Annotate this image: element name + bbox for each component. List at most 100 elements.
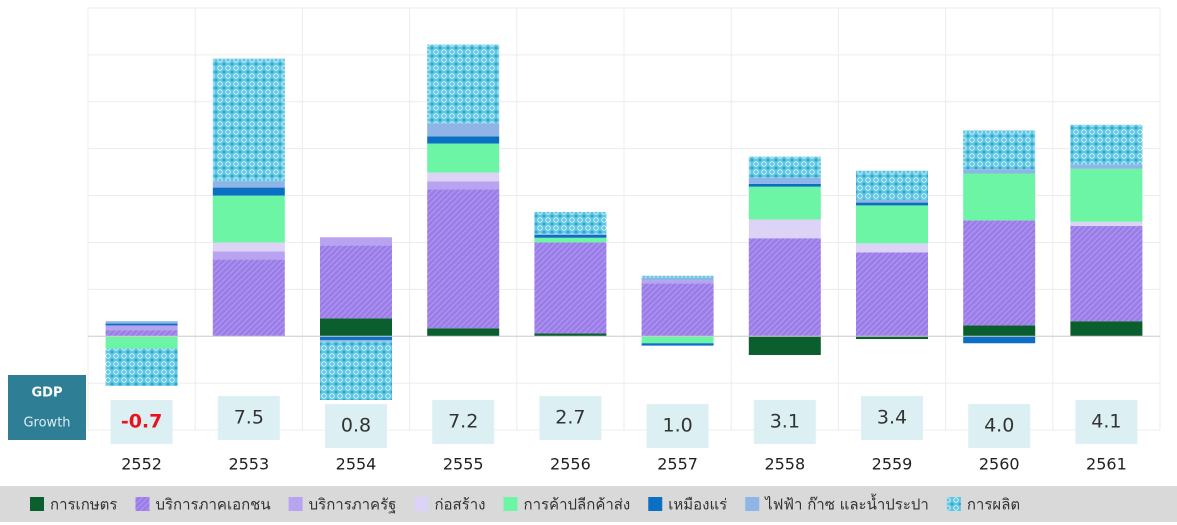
bar-segment [748, 219, 821, 239]
x-tick-label: 2555 [443, 455, 484, 474]
bar-segment [748, 156, 821, 178]
bar-segment [963, 130, 1036, 170]
bar-segment [748, 177, 821, 184]
bar-segment [641, 283, 714, 337]
legend-swatch [30, 497, 44, 511]
legend-label: บริการภาครัฐ [309, 496, 397, 514]
bar-segment [212, 242, 285, 252]
bar-segment [320, 245, 392, 319]
gdp-label-box [968, 404, 1031, 448]
bar-segment [748, 186, 821, 220]
bar-segment [856, 336, 928, 340]
bar-segment [105, 348, 178, 386]
bar-segment [534, 234, 607, 238]
bar-segment [212, 195, 285, 243]
bar-segment [320, 318, 392, 337]
gdp-label-box [753, 400, 816, 444]
bar-segment [105, 330, 178, 337]
bar-segment [427, 44, 500, 124]
legend-swatch [135, 497, 150, 511]
bar-segment [963, 169, 1036, 174]
bar-segment [963, 325, 1036, 337]
legend-label: การค้าปลีกค้าส่ง [524, 496, 631, 514]
gdp-label: 3.1 [770, 411, 800, 433]
bar-segment [212, 187, 285, 196]
legend-swatch [288, 497, 303, 511]
bar-segment [427, 172, 500, 182]
bar-segment [856, 252, 928, 337]
gdp-label: 7.5 [234, 407, 264, 429]
gdp-label: -0.7 [121, 411, 163, 433]
gdp-label: 1.0 [662, 415, 692, 437]
bar-segment [641, 343, 714, 346]
gdp-label: 2.7 [555, 407, 585, 429]
gdp-label: 0.8 [341, 415, 371, 437]
bar-segment [641, 280, 714, 284]
bar-segment [1070, 226, 1143, 322]
x-tick-label: 2556 [550, 455, 591, 474]
bar-segment [748, 336, 821, 355]
bar-segment [320, 336, 392, 340]
gdp-label-box [646, 404, 709, 448]
bar-segment [105, 321, 178, 324]
bar-segment [212, 259, 285, 337]
gdp-label: 3.4 [877, 407, 907, 429]
bar-segment [963, 336, 1036, 344]
bar-segment [641, 336, 714, 344]
bar-segment [320, 341, 392, 400]
gdp-label-box [110, 400, 173, 444]
gdp-label: 4.1 [1091, 411, 1121, 433]
gdp-label-box [432, 400, 495, 444]
x-tick-label: 2557 [657, 455, 698, 474]
bar-segment [856, 243, 928, 253]
bar-segment [856, 202, 928, 206]
legend-label: เหมืองแร่ [668, 496, 727, 514]
legend-swatch [946, 497, 961, 511]
bar-segment [427, 123, 500, 137]
x-tick-label: 2552 [121, 455, 162, 474]
bar-segment [320, 339, 392, 342]
gdp-title: GDP [32, 386, 63, 401]
bar-segment [748, 238, 821, 337]
bar-segment [427, 143, 500, 173]
bar-segment [641, 277, 714, 281]
bar-segment [1070, 124, 1143, 165]
gdp-label-box [861, 396, 923, 440]
bar-segment [1070, 221, 1143, 227]
legend-label: บริการภาคเอกชน [155, 496, 270, 514]
x-tick-label: 2553 [228, 455, 269, 474]
legend-swatch [745, 497, 760, 511]
bar-segment [534, 333, 607, 337]
bar-segment [856, 205, 928, 244]
gdp-subtitle: Growth [23, 416, 70, 431]
x-tick-label: 2560 [979, 455, 1020, 474]
bar-segment [856, 199, 928, 203]
x-tick-label: 2554 [336, 455, 377, 474]
bar-segment [534, 242, 607, 334]
gdp-box [8, 375, 86, 440]
bar-segment [105, 336, 178, 349]
bar-segment [641, 275, 714, 278]
legend-label: การเกษตร [50, 496, 117, 514]
gdp-label-box [1075, 400, 1138, 444]
gdp-label-box [217, 396, 280, 440]
gdp-label-box [325, 404, 387, 448]
bar-segment [427, 136, 500, 144]
bar-segment [963, 220, 1036, 326]
bar-segment [748, 183, 821, 187]
legend-background [0, 486, 1177, 522]
legend-swatch [503, 497, 518, 511]
legend-swatch [648, 497, 663, 511]
bar-segment [856, 170, 928, 200]
gdp-label: 7.2 [448, 411, 478, 433]
x-tick-label: 2561 [1086, 455, 1127, 474]
bar-segment [534, 211, 607, 235]
gdp-label-box [539, 396, 602, 440]
bar-segment [427, 181, 500, 190]
bar-segment [534, 234, 607, 235]
bar-segment [1070, 168, 1143, 222]
bar-segment [1070, 321, 1143, 337]
bar-segment [212, 181, 285, 188]
bar-segment [105, 323, 178, 326]
